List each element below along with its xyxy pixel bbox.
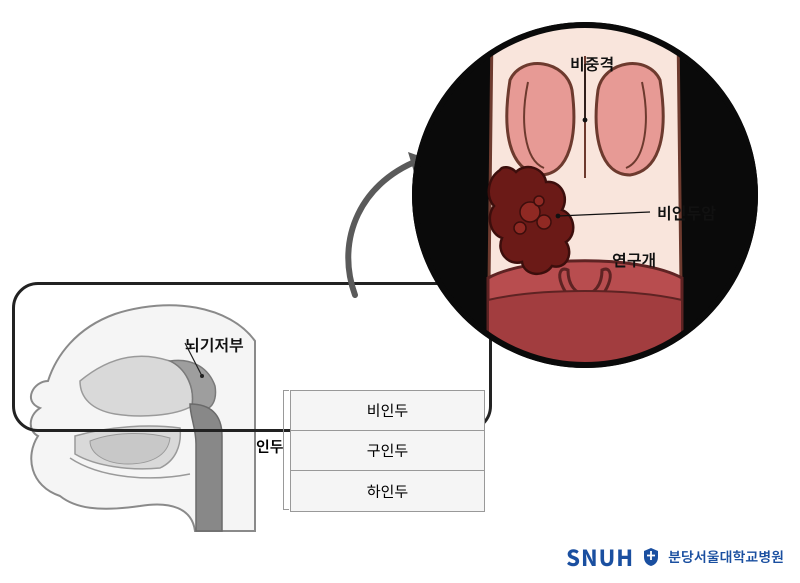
- septum-label: 비중격: [570, 51, 614, 75]
- cancer-label: 비인두암: [657, 200, 716, 224]
- turbinate-left: [507, 64, 574, 175]
- tumor-lobule: [514, 222, 526, 234]
- logo-brand: SNUH: [566, 541, 634, 573]
- pharynx-row-hypopharynx: 하인두: [291, 471, 484, 511]
- pharynx-table: 비인두 구인두 하인두: [290, 390, 485, 512]
- shield-icon: [642, 547, 660, 567]
- hospital-logo: SNUH 분당서울대학교병원: [566, 541, 784, 573]
- turbinate-right: [596, 64, 663, 175]
- tumor-lobule: [537, 215, 551, 229]
- logo-hospital: 분당서울대학교병원: [668, 547, 784, 567]
- pharynx-row-oropharynx: 구인두: [291, 431, 484, 471]
- soft-palate-shadow: [488, 291, 682, 370]
- soft-palate-label: 연구개: [612, 247, 656, 271]
- pharynx-row-nasopharynx: 비인두: [291, 391, 484, 431]
- tumor-lobule: [534, 196, 544, 206]
- pharynx-group-label: 인두: [256, 436, 284, 457]
